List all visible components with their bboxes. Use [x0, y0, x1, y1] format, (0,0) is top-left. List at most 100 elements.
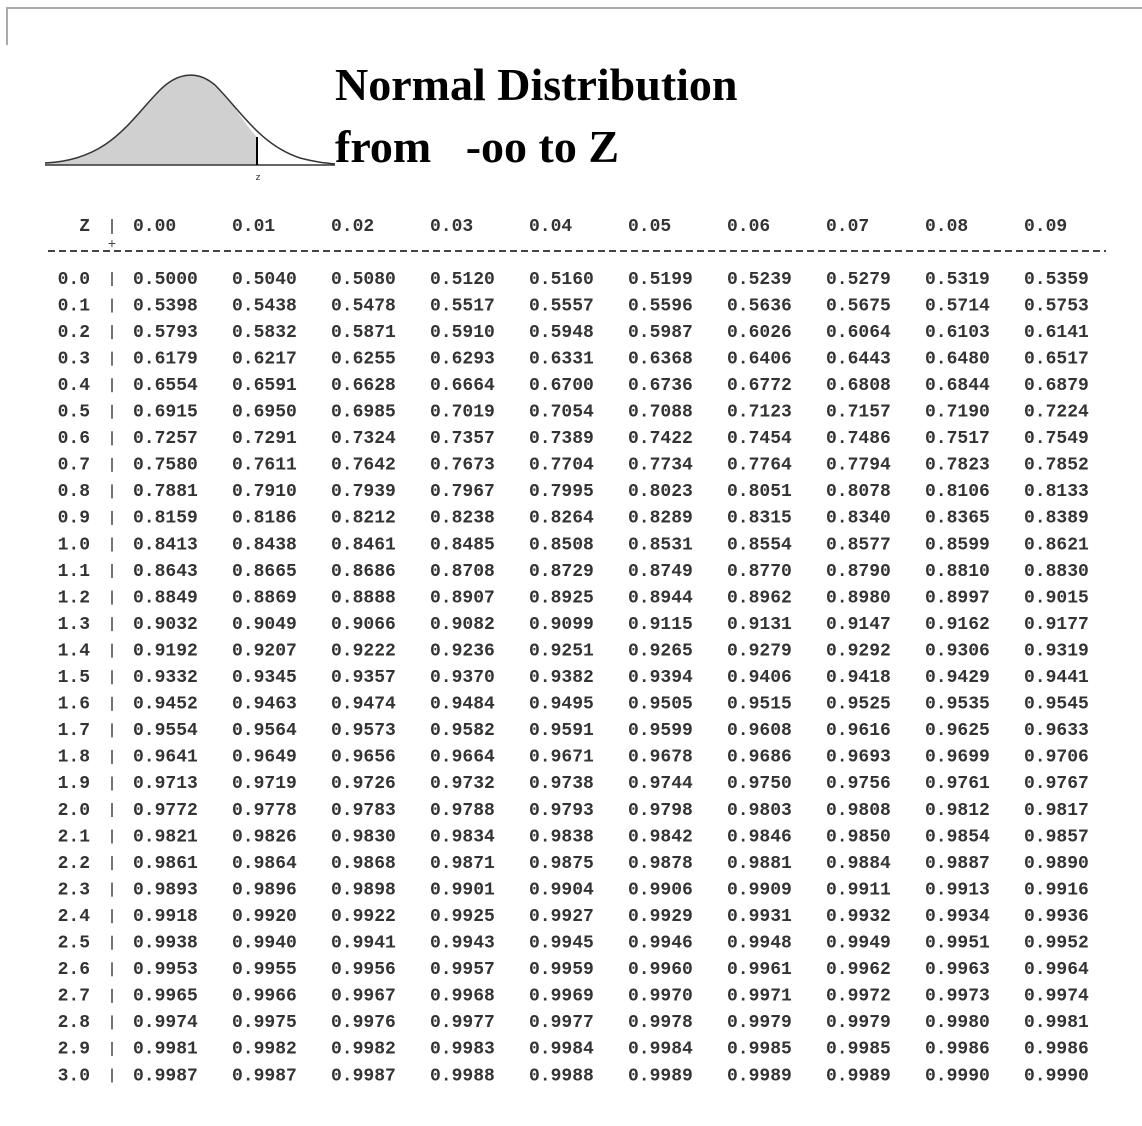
- cell: 0.9909: [727, 880, 792, 900]
- cell: 0.9147: [826, 615, 891, 635]
- cell: 0.9495: [529, 695, 594, 715]
- cell: 0.9545: [1024, 695, 1089, 715]
- cell: 0.5359: [1024, 270, 1089, 290]
- row-z: 0.4: [58, 376, 91, 396]
- cell: 0.8907: [430, 588, 495, 608]
- cell: 0.6141: [1024, 323, 1089, 343]
- cell: 0.9686: [727, 748, 792, 768]
- title-line1: Normal Distribution: [335, 59, 738, 110]
- row-z: 1.4: [58, 641, 91, 661]
- cell: 0.6700: [529, 376, 594, 396]
- cell: 0.8051: [727, 482, 792, 502]
- cell: 0.9535: [925, 695, 990, 715]
- cell: 0.8810: [925, 562, 990, 582]
- cell: 0.9952: [1024, 934, 1089, 954]
- cell: 0.9963: [925, 960, 990, 980]
- cell: 0.9656: [331, 748, 396, 768]
- cell: 0.9969: [529, 987, 594, 1007]
- cell: 0.9974: [133, 1013, 198, 1033]
- cell: 0.8686: [331, 562, 396, 582]
- cell: 0.8962: [727, 588, 792, 608]
- cell: 0.9986: [1024, 1040, 1089, 1060]
- cell: 0.9990: [925, 1066, 990, 1086]
- cell: 0.9990: [1024, 1066, 1089, 1086]
- cell: 0.9803: [727, 801, 792, 821]
- cell: 0.9871: [430, 854, 495, 874]
- cell: 0.5793: [133, 323, 198, 343]
- cell: 0.5714: [925, 296, 990, 316]
- row-z: 0.9: [58, 509, 90, 529]
- cell: 0.9982: [232, 1040, 297, 1060]
- cell: 0.9525: [826, 695, 891, 715]
- row-z: 3.0: [58, 1066, 90, 1086]
- cell: 0.5832: [232, 323, 297, 343]
- cell: 0.7939: [331, 482, 396, 502]
- cell: 0.7910: [232, 482, 297, 502]
- cell: 0.9319: [1024, 641, 1089, 661]
- cell: 0.9987: [232, 1066, 297, 1086]
- cell: 0.8531: [628, 535, 693, 555]
- cell: 0.9988: [529, 1066, 594, 1086]
- cell: 0.9207: [232, 641, 297, 661]
- cell: 0.9306: [925, 641, 990, 661]
- separator-cross: +: [108, 237, 116, 253]
- cell: 0.9911: [826, 880, 891, 900]
- cell: 0.9854: [925, 827, 990, 847]
- cell: 0.7852: [1024, 456, 1089, 476]
- cell: 0.9936: [1024, 907, 1089, 927]
- cell: 0.9943: [430, 934, 495, 954]
- cell: 0.5478: [331, 296, 396, 316]
- cell: 0.9974: [1024, 987, 1089, 1007]
- cell: 0.9406: [727, 668, 792, 688]
- cell: 0.8212: [331, 509, 396, 529]
- row-z: 0.8: [58, 482, 90, 502]
- cell: 0.8289: [628, 509, 693, 529]
- cell: 0.9982: [331, 1040, 396, 1060]
- cell: 0.9279: [727, 641, 792, 661]
- header-z: Z: [79, 217, 90, 237]
- cell: 0.9664: [430, 748, 495, 768]
- cell: 0.8438: [232, 535, 297, 555]
- cell: 0.8315: [727, 509, 792, 529]
- header-cell: 0.00: [133, 217, 176, 237]
- cell: 0.6293: [430, 349, 495, 369]
- cell: 0.9162: [925, 615, 990, 635]
- cell: 0.7642: [331, 456, 396, 476]
- cell: 0.9922: [331, 907, 396, 927]
- header-cell: 0.04: [529, 217, 572, 237]
- cell: 0.9641: [133, 748, 198, 768]
- cell: 0.9984: [529, 1040, 594, 1060]
- cell: 0.9945: [529, 934, 594, 954]
- cell: 0.9984: [628, 1040, 693, 1060]
- cell: 0.9591: [529, 721, 594, 741]
- cell: 0.5279: [826, 270, 891, 290]
- header-cell: 0.06: [727, 217, 770, 237]
- cell: 0.5080: [331, 270, 396, 290]
- cell: 0.7704: [529, 456, 594, 476]
- cell: 0.6985: [331, 403, 396, 423]
- cell: 0.9927: [529, 907, 594, 927]
- cell: 0.9838: [529, 827, 594, 847]
- header-cell: 0.03: [430, 217, 473, 237]
- cell: 0.7291: [232, 429, 297, 449]
- cell: 0.9772: [133, 801, 198, 821]
- cell: 0.9463: [232, 695, 297, 715]
- cell: 0.9418: [826, 668, 891, 688]
- cell: 0.7357: [430, 429, 495, 449]
- cell: 0.9131: [727, 615, 792, 635]
- cell: 0.9875: [529, 854, 594, 874]
- cell: 0.9934: [925, 907, 990, 927]
- cell: 0.5040: [232, 270, 297, 290]
- cell: 0.7088: [628, 403, 693, 423]
- cell: 0.9898: [331, 880, 396, 900]
- cell: 0.6628: [331, 376, 396, 396]
- cell: 0.9177: [1024, 615, 1089, 635]
- cell: 0.6664: [430, 376, 495, 396]
- cell: 0.7157: [826, 403, 891, 423]
- cell: 0.9890: [1024, 854, 1089, 874]
- cell: 0.5319: [925, 270, 990, 290]
- row-z: 1.7: [58, 721, 90, 741]
- cell: 0.8389: [1024, 509, 1089, 529]
- cell: 0.9441: [1024, 668, 1089, 688]
- cell: 0.9904: [529, 880, 594, 900]
